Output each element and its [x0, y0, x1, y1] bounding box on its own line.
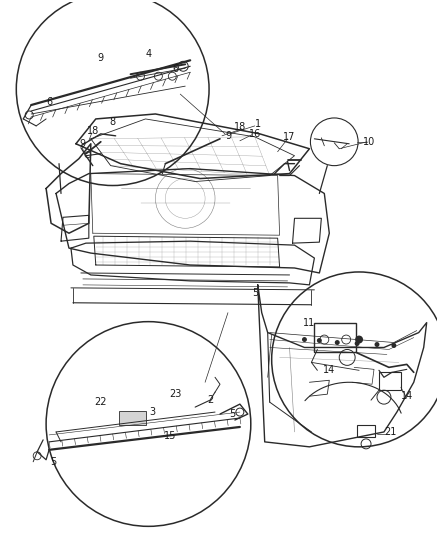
Circle shape — [392, 343, 396, 348]
Bar — [119, 411, 146, 425]
Circle shape — [355, 341, 360, 346]
Text: 2: 2 — [207, 395, 213, 405]
Text: 4: 4 — [145, 50, 152, 59]
Text: 1: 1 — [254, 119, 261, 129]
Text: 15: 15 — [164, 431, 177, 441]
Text: 23: 23 — [169, 389, 181, 399]
Text: 22: 22 — [95, 397, 107, 407]
Text: 9: 9 — [98, 53, 104, 63]
Text: 16: 16 — [249, 129, 261, 139]
Circle shape — [374, 342, 379, 347]
Bar — [357, 425, 375, 437]
Text: 18: 18 — [234, 122, 246, 132]
Circle shape — [302, 337, 307, 342]
Text: 6: 6 — [46, 97, 52, 107]
Text: 14: 14 — [323, 365, 336, 375]
Circle shape — [335, 340, 340, 345]
Text: 5: 5 — [50, 457, 56, 467]
Circle shape — [355, 336, 363, 343]
Text: 9: 9 — [225, 131, 231, 141]
Text: 18: 18 — [87, 126, 99, 136]
Circle shape — [317, 338, 322, 343]
Text: 14: 14 — [401, 391, 413, 401]
Bar — [314, 322, 356, 352]
Text: 5: 5 — [229, 409, 235, 419]
Text: 3: 3 — [149, 407, 155, 417]
Text: 6: 6 — [172, 64, 178, 74]
Text: 17: 17 — [283, 132, 296, 142]
Text: 21: 21 — [385, 427, 397, 437]
Text: 10: 10 — [363, 137, 375, 147]
Text: 9: 9 — [80, 139, 86, 149]
Text: 5: 5 — [253, 288, 259, 298]
Bar — [379, 373, 401, 390]
Text: 8: 8 — [110, 117, 116, 127]
Text: 11: 11 — [303, 318, 315, 328]
